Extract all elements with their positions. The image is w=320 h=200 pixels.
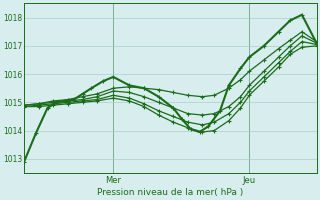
X-axis label: Pression niveau de la mer( hPa ): Pression niveau de la mer( hPa ) [97,188,244,197]
